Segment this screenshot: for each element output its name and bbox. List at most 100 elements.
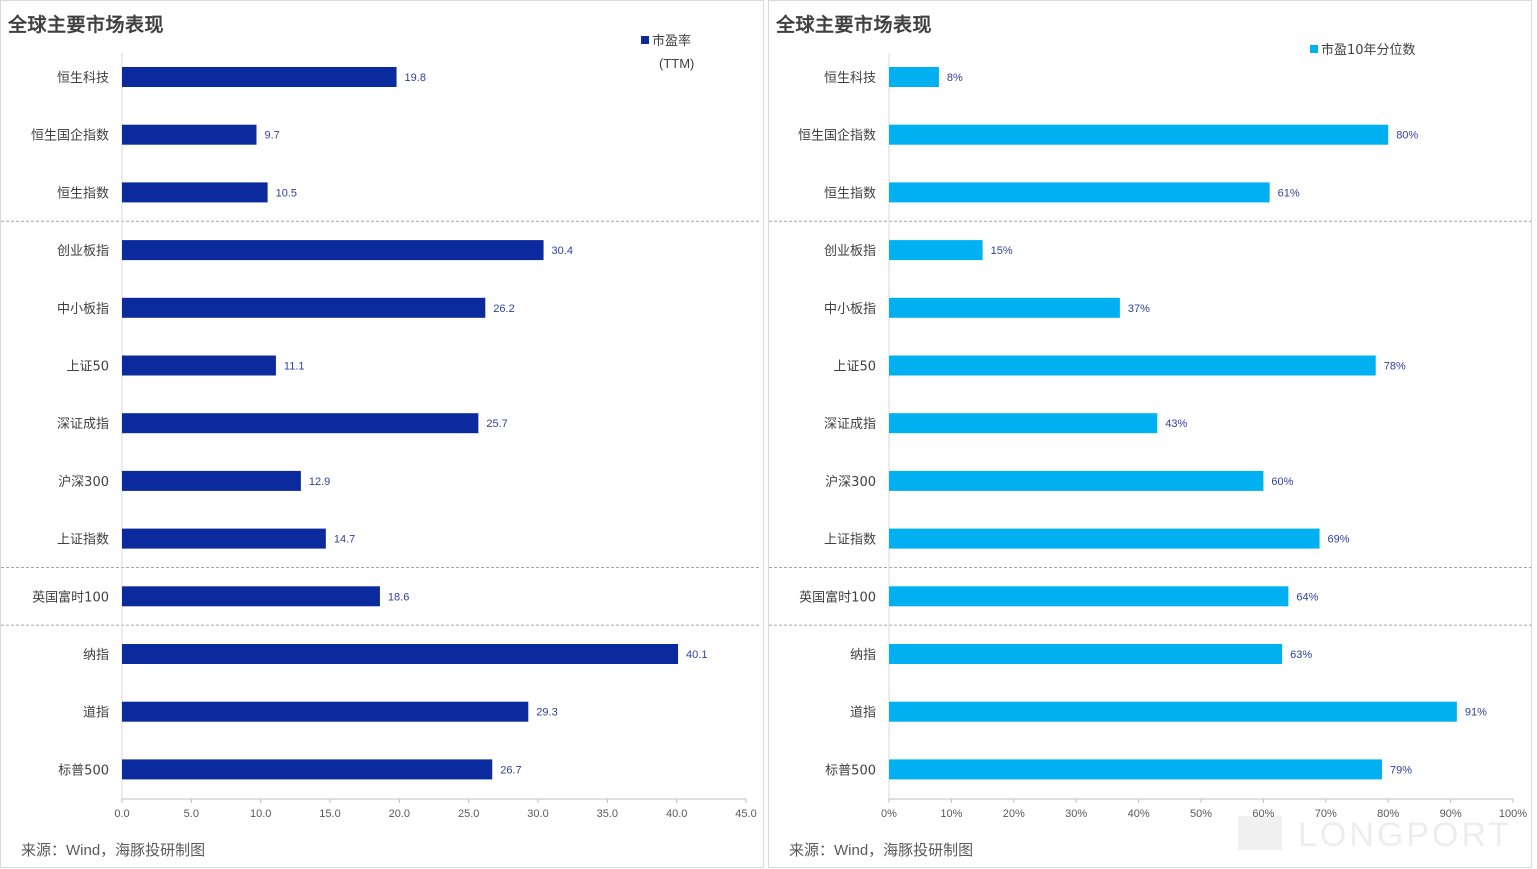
category-label: 英国富时100 <box>799 589 876 605</box>
category-label: 深证成指 <box>824 417 876 432</box>
watermark-mark <box>1238 816 1282 850</box>
bar <box>122 413 479 434</box>
category-label: 上证50 <box>833 360 876 375</box>
source-note: 来源：Wind，海豚投研制图 <box>789 842 974 859</box>
x-tick-label: 0.0 <box>114 808 129 820</box>
data-label: 43% <box>1165 418 1187 430</box>
bar <box>889 124 1389 145</box>
data-label: 26.7 <box>500 764 521 776</box>
x-tick-label: 10% <box>940 808 962 820</box>
x-tick-label: 100% <box>1499 808 1527 820</box>
bar <box>122 355 276 376</box>
data-label: 14.7 <box>334 534 355 546</box>
x-tick-label: 80% <box>1377 808 1399 820</box>
x-tick-label: 40.0 <box>666 808 687 820</box>
bar <box>889 413 1158 434</box>
bar <box>889 759 1382 780</box>
category-label: 纳指 <box>83 648 109 663</box>
legend-swatch <box>1310 45 1318 53</box>
category-label: 道指 <box>83 706 109 721</box>
bar <box>122 701 529 722</box>
category-label: 沪深300 <box>825 474 876 490</box>
category-label: 恒生国企指数 <box>31 128 109 144</box>
pe-ratio-panel: 全球主要市场表现 0.0 5.0 10.0 15.0 20.0 25.0 30.0 35.0 4… <box>0 0 764 868</box>
x-tick-label: 20.0 <box>389 808 410 820</box>
pe-percentile-panel: 全球主要市场表现 0% 10% 20% 30% 40% 50% 60% 70% 80% 90% 10… <box>768 0 1532 868</box>
bar <box>122 124 257 145</box>
data-label: 8% <box>947 72 963 84</box>
data-label: 64% <box>1296 591 1318 603</box>
bar <box>122 240 544 261</box>
category-label: 上证指数 <box>824 533 876 548</box>
category-label: 英国富时100 <box>32 589 109 605</box>
x-tick-label: 10.0 <box>250 808 271 820</box>
data-label: 61% <box>1278 187 1300 199</box>
data-label: 91% <box>1465 707 1487 719</box>
x-tick-label: 70% <box>1315 808 1337 820</box>
bar <box>889 297 1120 318</box>
category-label: 创业板指 <box>57 244 109 259</box>
bar <box>889 182 1270 203</box>
x-tick-label: 45.0 <box>735 808 756 820</box>
bar <box>889 470 1264 491</box>
data-label: 25.7 <box>486 418 507 430</box>
x-tick-label: 5.0 <box>184 808 199 820</box>
legend-label: 市盈率 <box>652 33 691 49</box>
category-label: 创业板指 <box>824 244 876 259</box>
data-label: 9.7 <box>265 130 280 142</box>
data-label: 60% <box>1271 476 1293 488</box>
bar <box>122 759 493 780</box>
category-label: 标普500 <box>825 763 876 778</box>
category-label: 中小板指 <box>57 302 109 317</box>
bar <box>122 644 679 664</box>
bar <box>889 67 939 87</box>
pe-percentile-chart: 0% 10% 20% 30% 40% 50% 60% 70% 80% 90% 100% 恒生科技 8% 恒… <box>769 42 1531 820</box>
bar <box>122 182 268 203</box>
category-label: 标普500 <box>58 763 109 778</box>
x-tick-label: 30.0 <box>527 808 548 820</box>
data-label: 40.1 <box>686 649 707 661</box>
bar <box>889 355 1376 376</box>
category-label: 恒生国企指数 <box>798 128 876 144</box>
category-label: 纳指 <box>850 648 876 663</box>
panel-title: 全球主要市场表现 <box>776 15 933 36</box>
bar <box>122 528 326 549</box>
data-label: 15% <box>991 245 1013 257</box>
data-label: 69% <box>1328 534 1350 546</box>
category-label: 中小板指 <box>824 302 876 317</box>
pe-ratio-chart: 0.0 5.0 10.0 15.0 20.0 25.0 30.0 35.0 40.0 45.0 恒生… <box>1 33 761 820</box>
x-tick-label: 20% <box>1003 808 1025 820</box>
data-label: 18.6 <box>388 591 409 603</box>
x-tick-label: 60% <box>1252 808 1274 820</box>
data-label: 37% <box>1128 303 1150 315</box>
legend-swatch <box>641 36 649 44</box>
bar <box>122 297 486 318</box>
bar <box>889 701 1457 722</box>
data-label: 78% <box>1384 361 1406 373</box>
bar <box>889 644 1283 664</box>
category-label: 上证指数 <box>57 533 109 548</box>
bar <box>122 470 301 491</box>
x-tick-label: 90% <box>1440 808 1462 820</box>
x-tick-label: 0% <box>881 808 897 820</box>
bar <box>889 528 1320 549</box>
bar <box>889 586 1289 607</box>
category-label: 恒生指数 <box>57 186 109 201</box>
data-label: 26.2 <box>493 303 514 315</box>
data-label: 63% <box>1290 649 1312 661</box>
category-label: 恒生指数 <box>824 186 876 201</box>
data-label: 11.1 <box>284 361 305 373</box>
bar <box>122 67 397 87</box>
category-label: 沪深300 <box>58 474 109 490</box>
source-note: 来源：Wind，海豚投研制图 <box>21 842 206 859</box>
category-label: 上证50 <box>66 360 109 375</box>
longport-watermark-logo: LONGPORT <box>1238 816 1512 854</box>
data-label: 10.5 <box>276 187 297 199</box>
legend-label-unit: (TTM) <box>659 56 694 71</box>
x-tick-label: 15.0 <box>319 808 340 820</box>
data-label: 29.3 <box>536 707 557 719</box>
category-label: 道指 <box>850 706 876 721</box>
x-tick-label: 40% <box>1128 808 1150 820</box>
panel-title: 全球主要市场表现 <box>8 15 165 36</box>
watermark-brand: LONGPORT <box>1298 816 1512 854</box>
